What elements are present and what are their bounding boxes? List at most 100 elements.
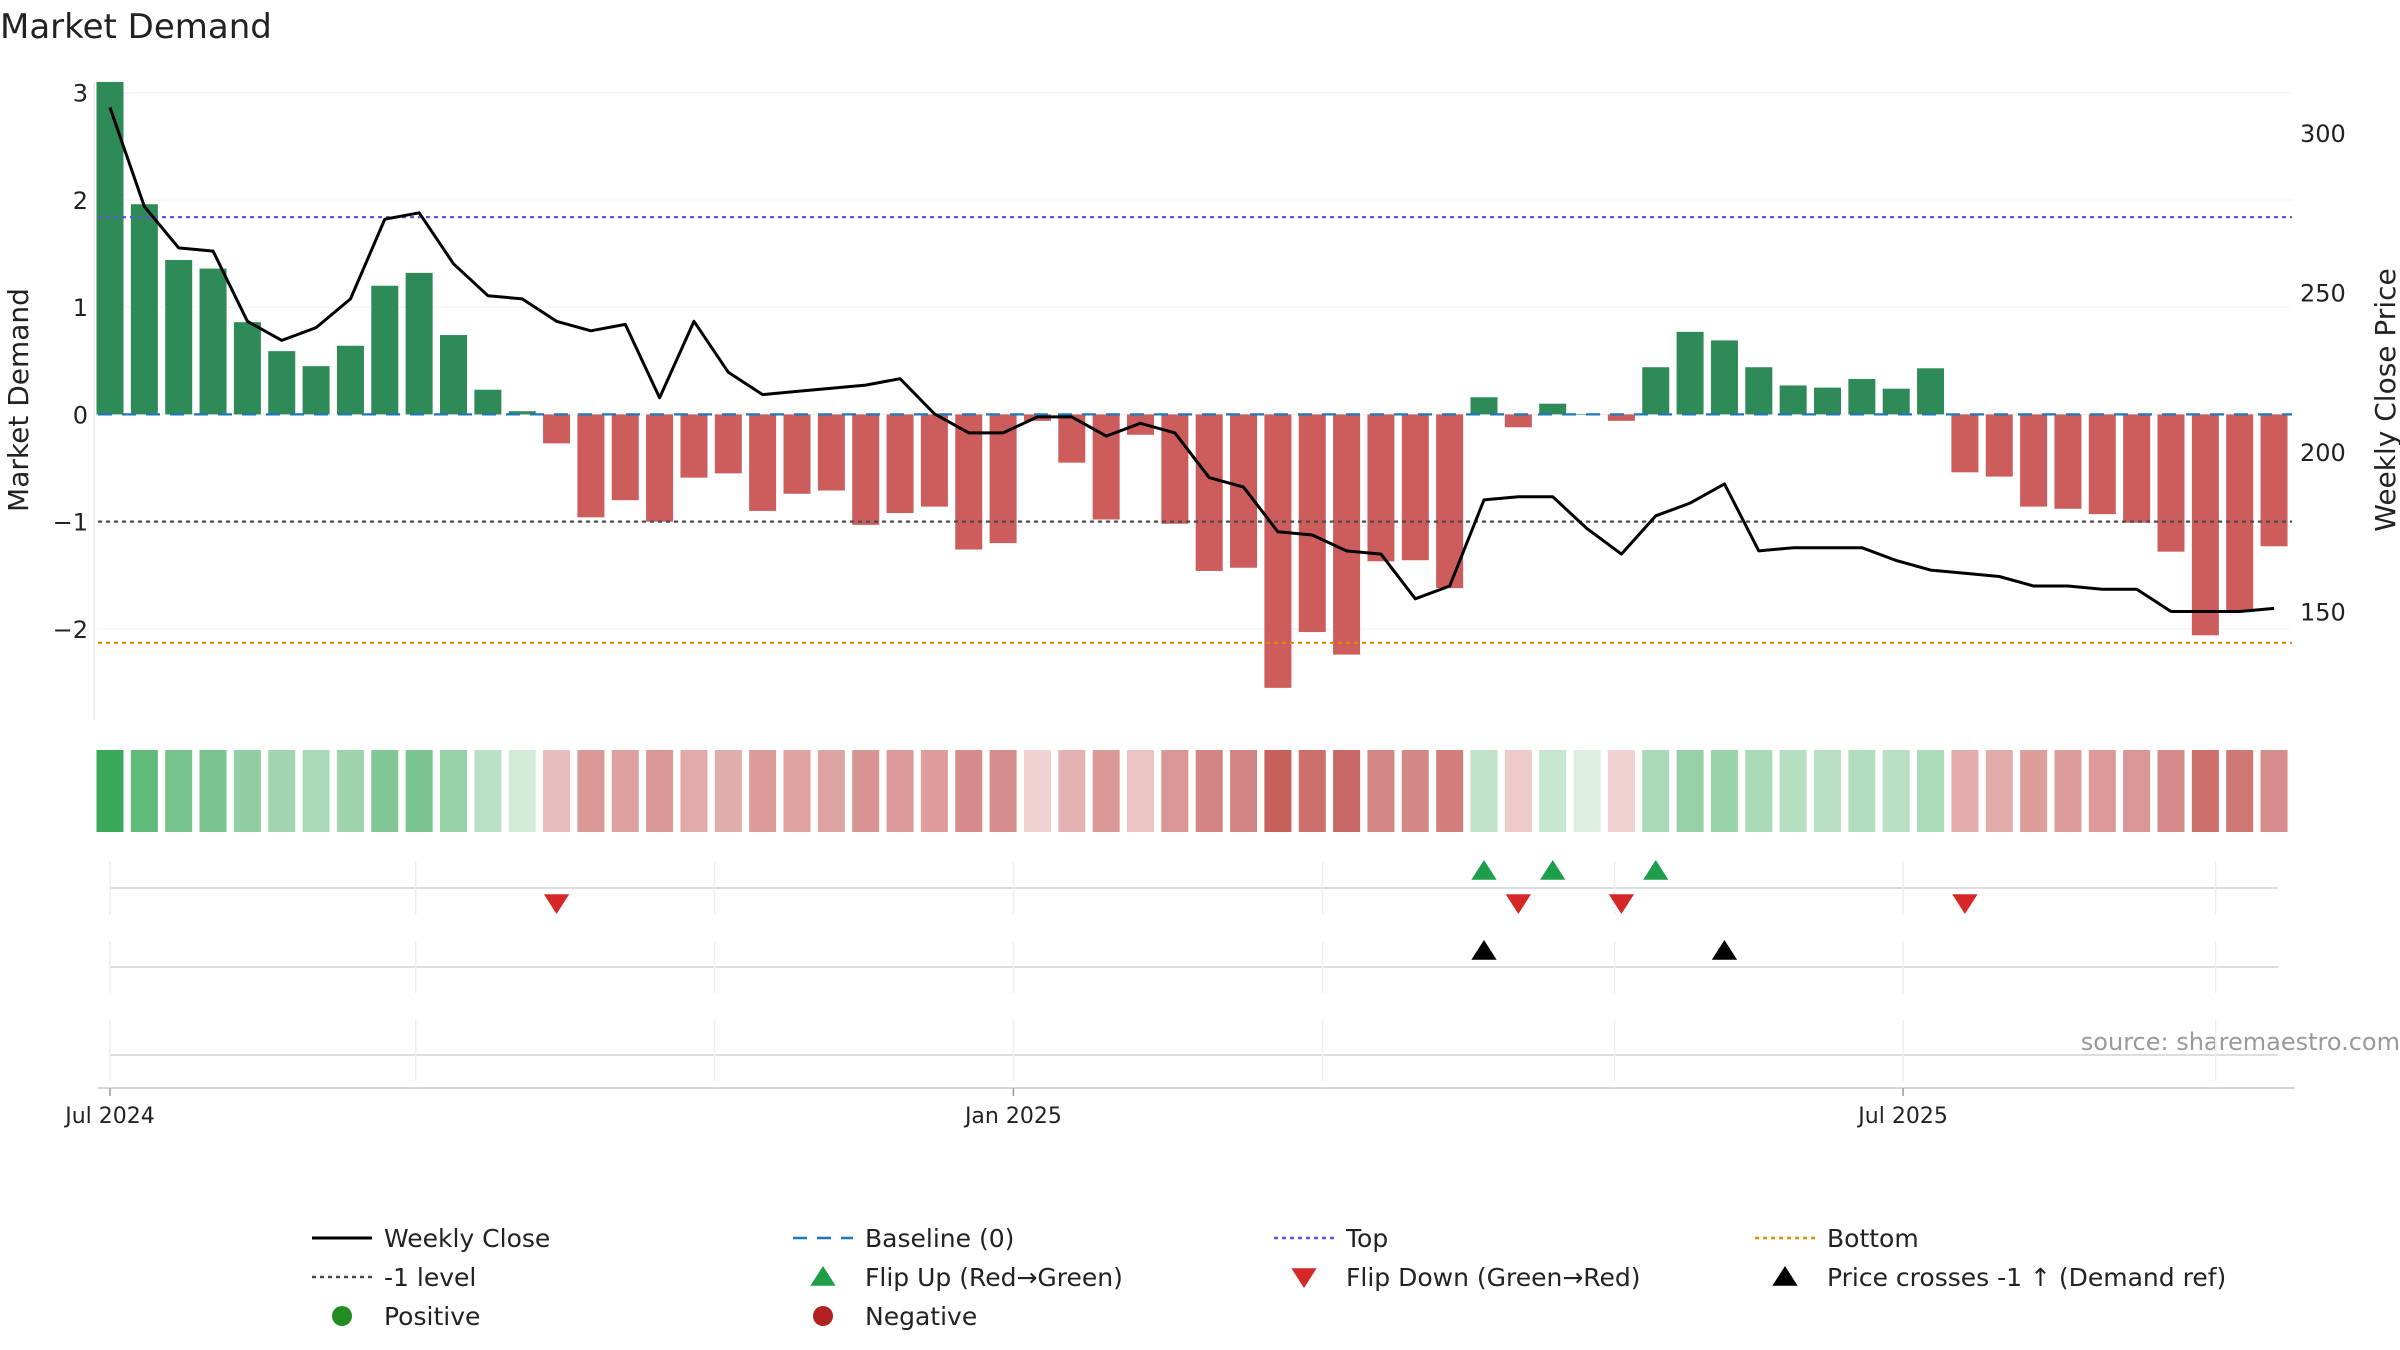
- heat-cell: [852, 750, 880, 832]
- right-tick-label: 200: [2300, 439, 2346, 467]
- heat-cell: [1333, 750, 1361, 832]
- x-tick-label: Jul 2025: [1856, 1104, 1948, 1129]
- heat-cell: [440, 750, 467, 832]
- legend-label: Flip Up (Red→Green): [865, 1263, 1123, 1292]
- chart-layer: 3 2 1 0 −1 −2 300 250 200 150 Jul 2024 Jan 2025 Jul …: [53, 80, 2346, 1331]
- heat-cell: [1367, 750, 1395, 832]
- heat-cell: [130, 750, 158, 832]
- demand-bar: [1195, 414, 1223, 571]
- legend-item: Top: [1274, 1224, 1388, 1253]
- demand-bar: [1504, 414, 1532, 428]
- heat-cell: [646, 750, 674, 832]
- heat-cell: [1127, 750, 1154, 832]
- price-cross-marker: [1711, 940, 1738, 960]
- demand-bar: [130, 204, 158, 415]
- demand-bar: [1848, 379, 1876, 415]
- legend-item: -1 level: [312, 1263, 476, 1292]
- heat-cell: [474, 750, 502, 832]
- right-tick-label: 150: [2300, 599, 2346, 627]
- demand-bar: [1676, 331, 1704, 415]
- heat-cell: [1745, 750, 1773, 832]
- heat-cell: [1195, 750, 1223, 832]
- heat-cell: [2088, 750, 2116, 832]
- demand-bar: [2054, 414, 2082, 509]
- flip-down-marker: [543, 894, 570, 914]
- legend-swatch: [810, 1266, 836, 1286]
- heat-cell: [1917, 750, 1945, 832]
- demand-bar: [1607, 414, 1635, 421]
- demand-bar: [268, 351, 296, 415]
- left-tick-label: 1: [73, 294, 88, 322]
- legend-item: Positive: [332, 1302, 480, 1331]
- legend-swatch: [1291, 1268, 1317, 1288]
- heat-cell: [1676, 750, 1704, 832]
- demand-bar: [233, 322, 261, 415]
- heat-cell: [1058, 750, 1086, 832]
- demand-bar: [1401, 414, 1429, 561]
- demand-bar: [1814, 387, 1841, 415]
- legend-label: Negative: [865, 1302, 977, 1331]
- heat-cell: [989, 750, 1017, 832]
- demand-bar: [2157, 414, 2185, 552]
- demand-bar: [440, 335, 467, 415]
- x-tick-label: Jul 2024: [63, 1104, 155, 1129]
- demand-bar: [1779, 385, 1807, 415]
- demand-bar: [1436, 414, 1464, 589]
- heat-cell: [233, 750, 261, 832]
- right-axis-label: Weekly Close Price: [2369, 268, 2400, 531]
- flip-down-marker: [1505, 894, 1531, 914]
- demand-bar: [2191, 414, 2219, 636]
- demand-bar: [165, 259, 193, 415]
- heat-cell: [714, 750, 742, 832]
- heat-cell: [1264, 750, 1292, 832]
- demand-bar: [371, 285, 399, 415]
- legend-item: Flip Down (Green→Red): [1291, 1263, 1641, 1292]
- heat-cell: [405, 750, 433, 832]
- heat-cell: [96, 750, 124, 832]
- legend-item: Flip Up (Red→Green): [810, 1263, 1123, 1292]
- heat-cell: [336, 750, 364, 832]
- heat-cell: [1539, 750, 1567, 832]
- demand-bar: [1539, 403, 1567, 415]
- price-cross-marker: [1471, 940, 1497, 960]
- demand-bar: [2088, 414, 2116, 515]
- heat-cell: [1710, 750, 1738, 832]
- legend-item: Weekly Close: [312, 1224, 550, 1253]
- legend-swatch: [332, 1306, 352, 1326]
- demand-bar: [474, 389, 502, 415]
- heat-cell: [920, 750, 948, 832]
- demand-bar: [1230, 414, 1258, 568]
- demand-bar: [646, 414, 674, 522]
- heat-cell: [199, 750, 227, 832]
- demand-bar: [1333, 414, 1361, 655]
- heat-cell: [2123, 750, 2151, 832]
- legend-item: Price crosses -1 ↑ (Demand ref): [1772, 1263, 2226, 1292]
- demand-bar: [2020, 414, 2048, 507]
- heat-cell: [577, 750, 605, 832]
- legend-item: Baseline (0): [793, 1224, 1014, 1253]
- demand-bar: [955, 414, 983, 550]
- source-note: source: sharemaestro.com: [2081, 1028, 2400, 1056]
- legend-label: Weekly Close: [384, 1224, 550, 1253]
- demand-bar: [405, 272, 433, 415]
- flip-down-marker: [1952, 894, 1978, 914]
- legend-item: Bottom: [1755, 1224, 1919, 1253]
- demand-bar: [2260, 414, 2288, 547]
- heat-cell: [783, 750, 811, 832]
- demand-bar: [749, 414, 777, 511]
- heat-cell: [886, 750, 914, 832]
- left-axis-label: Market Demand: [2, 288, 35, 512]
- right-tick-label: 250: [2300, 280, 2346, 308]
- left-tick-label: −2: [53, 616, 88, 644]
- demand-bar: [1264, 414, 1292, 688]
- demand-bar: [199, 268, 227, 415]
- demand-bar: [611, 414, 639, 501]
- heat-cell: [1882, 750, 1910, 832]
- heat-cell: [1607, 750, 1635, 832]
- legend-item: Negative: [813, 1302, 977, 1331]
- demand-bar: [1710, 340, 1738, 415]
- legend-swatch: [1772, 1266, 1798, 1286]
- demand-bar: [714, 414, 742, 474]
- demand-bar: [886, 414, 914, 514]
